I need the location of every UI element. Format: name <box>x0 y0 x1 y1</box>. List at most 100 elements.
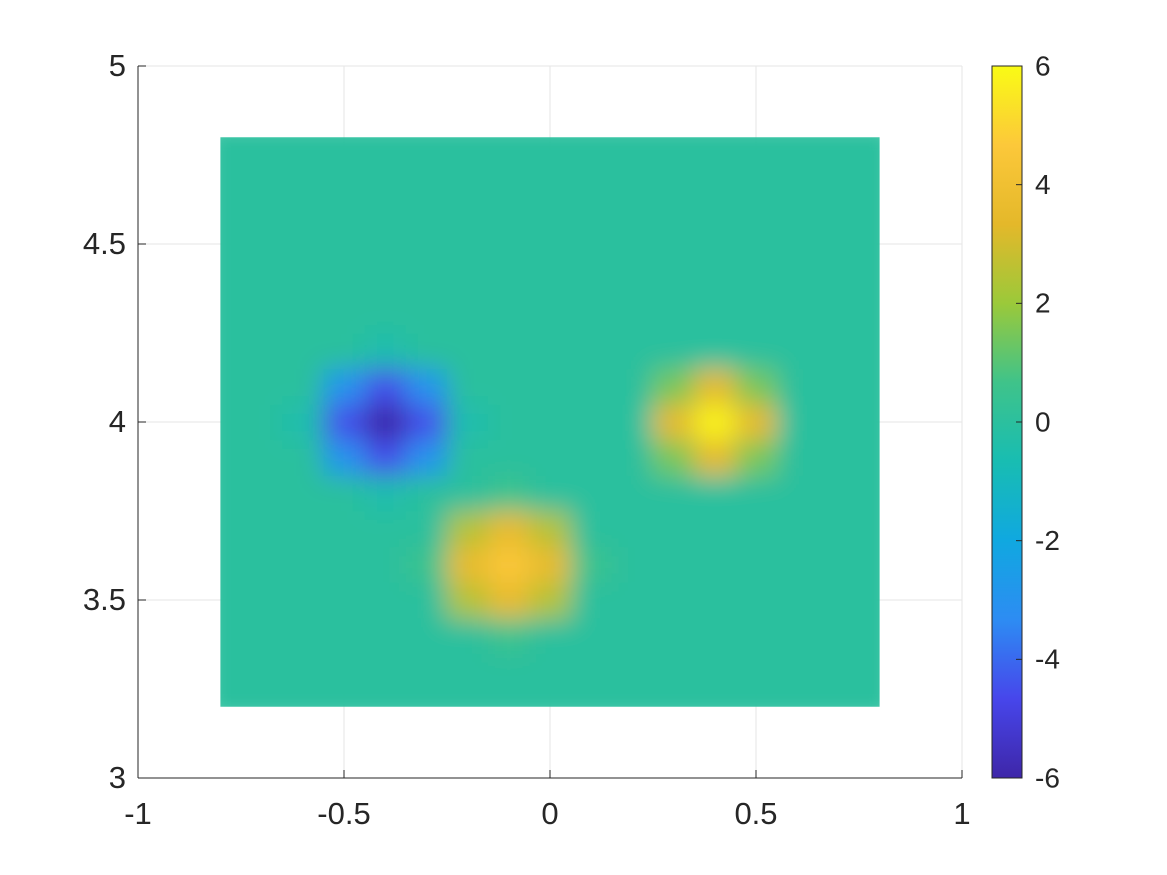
heatmap-cell <box>859 261 880 298</box>
heatmap-cell <box>653 368 695 405</box>
heatmap-cell <box>447 475 489 512</box>
heatmap-cell <box>529 404 572 441</box>
heatmap-cell <box>529 137 572 156</box>
heatmap-cell <box>694 582 736 619</box>
heatmap-cell <box>323 368 366 405</box>
heatmap-cell <box>859 653 880 690</box>
heatmap-cell <box>570 297 613 334</box>
heatmap-cell <box>405 261 448 298</box>
heatmap-cell <box>220 137 242 156</box>
heatmap-cell <box>694 439 736 476</box>
heatmap-cell <box>570 226 613 263</box>
heatmap-cell <box>529 475 572 512</box>
heatmap-cell <box>653 333 695 370</box>
heatmap-cell <box>323 404 366 441</box>
heatmap-cell <box>653 546 695 583</box>
heatmap-cell <box>817 261 860 298</box>
heatmap-cell <box>529 653 572 690</box>
heatmap-cell <box>611 226 654 263</box>
heatmap <box>220 137 880 707</box>
heatmap-cell <box>570 689 613 707</box>
heatmap-cell <box>241 546 283 583</box>
heatmap-cell <box>570 475 613 512</box>
heatmap-cell <box>653 689 695 707</box>
heatmap-cell <box>694 297 736 334</box>
heatmap-cell <box>529 333 572 370</box>
heatmap-cell <box>220 653 242 690</box>
heatmap-cell <box>529 226 572 263</box>
heatmap-cell <box>488 617 530 654</box>
heatmap-cell <box>570 511 613 548</box>
heatmap-cell <box>220 368 242 405</box>
heatmap-cell <box>405 226 448 263</box>
heatmap-cell <box>570 582 613 619</box>
heatmap-cell <box>282 475 324 512</box>
heatmap-cell <box>282 653 324 690</box>
heatmap-cell <box>611 297 654 334</box>
y-tick-label: 5 <box>109 48 126 83</box>
heatmap-cell <box>364 546 407 583</box>
heatmap-cell <box>241 226 283 263</box>
heatmap-cell <box>817 190 860 227</box>
heatmap-cell <box>405 333 448 370</box>
heatmap-cell <box>776 404 819 441</box>
heatmap-cell <box>364 653 407 690</box>
heatmap-cell <box>364 137 407 156</box>
heatmap-cell <box>364 617 407 654</box>
heatmap-cell <box>694 475 736 512</box>
heatmap-cell <box>220 404 242 441</box>
heatmap-cell <box>447 511 489 548</box>
heatmap-cell <box>220 261 242 298</box>
heatmap-cell <box>364 226 407 263</box>
heatmap-cell <box>447 582 489 619</box>
heatmap-cell <box>776 617 819 654</box>
heatmap-cell <box>653 137 695 156</box>
heatmap-cell <box>570 333 613 370</box>
heatmap-cell <box>859 439 880 476</box>
heatmap-cell <box>694 404 736 441</box>
heatmap-cell <box>776 582 819 619</box>
heatmap-cell <box>447 617 489 654</box>
heatmap-cell <box>241 582 283 619</box>
heatmap-cell <box>241 190 283 227</box>
heatmap-cell <box>611 617 654 654</box>
heatmap-cell <box>282 404 324 441</box>
heatmap-cell <box>405 155 448 192</box>
heatmap-cell <box>323 333 366 370</box>
heatmap-cell <box>323 439 366 476</box>
heatmap-cell <box>488 226 530 263</box>
heatmap-cell <box>405 368 448 405</box>
heatmap-cell <box>859 137 880 156</box>
heatmap-cell <box>447 404 489 441</box>
heatmap-cell <box>611 653 654 690</box>
heatmap-cell <box>611 190 654 227</box>
heatmap-cell <box>859 297 880 334</box>
heatmap-cell <box>447 546 489 583</box>
heatmap-cell <box>241 333 283 370</box>
heatmap-cell <box>817 368 860 405</box>
heatmap-cell <box>282 333 324 370</box>
heatmap-cell <box>694 511 736 548</box>
heatmap-cell <box>241 439 283 476</box>
heatmap-cell <box>529 689 572 707</box>
heatmap-cell <box>859 190 880 227</box>
heatmap-cell <box>447 368 489 405</box>
colorbar-tick-label: -4 <box>1035 644 1060 675</box>
heatmap-cell <box>735 297 778 334</box>
x-tick-label: 1 <box>953 796 970 831</box>
heatmap-cell <box>323 190 366 227</box>
heatmap-cell <box>323 653 366 690</box>
colorbar-tick-label: 4 <box>1035 169 1051 200</box>
heatmap-cell <box>653 439 695 476</box>
heatmap-cell <box>282 190 324 227</box>
heatmap-cell <box>694 617 736 654</box>
heatmap-cell <box>859 404 880 441</box>
heatmap-cell <box>859 546 880 583</box>
heatmap-cell <box>447 190 489 227</box>
heatmap-cell <box>735 333 778 370</box>
heatmap-cell <box>488 155 530 192</box>
heatmap-cell <box>220 511 242 548</box>
heatmap-cell <box>570 190 613 227</box>
heatmap-cell <box>488 190 530 227</box>
heatmap-cell <box>694 546 736 583</box>
